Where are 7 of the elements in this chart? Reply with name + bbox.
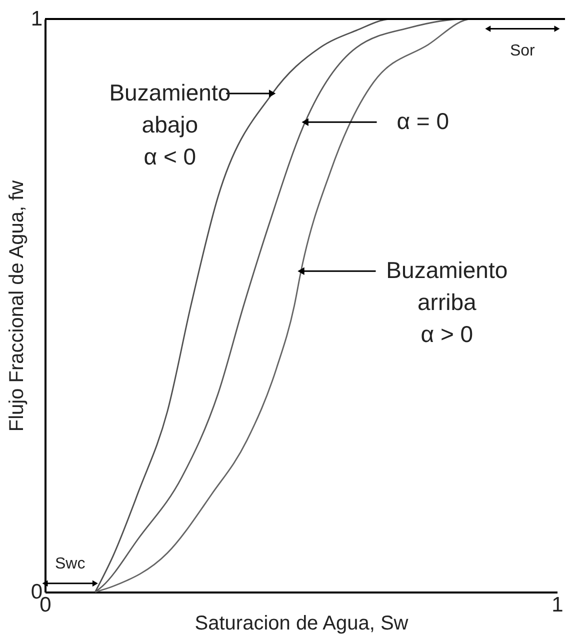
annotation: Buzamiento abajo α < 0 (109, 79, 231, 170)
annotation: Buzamiento arriba α > 0 (386, 257, 508, 348)
y-axis-title: Flujo Fraccional de Agua, fw (6, 180, 28, 432)
x-axis-title: Saturacion de Agua, Sw (194, 612, 409, 634)
annotation: Swc (54, 555, 86, 572)
annotation: α = 0 (396, 108, 450, 134)
annotation: Sor (510, 42, 536, 60)
